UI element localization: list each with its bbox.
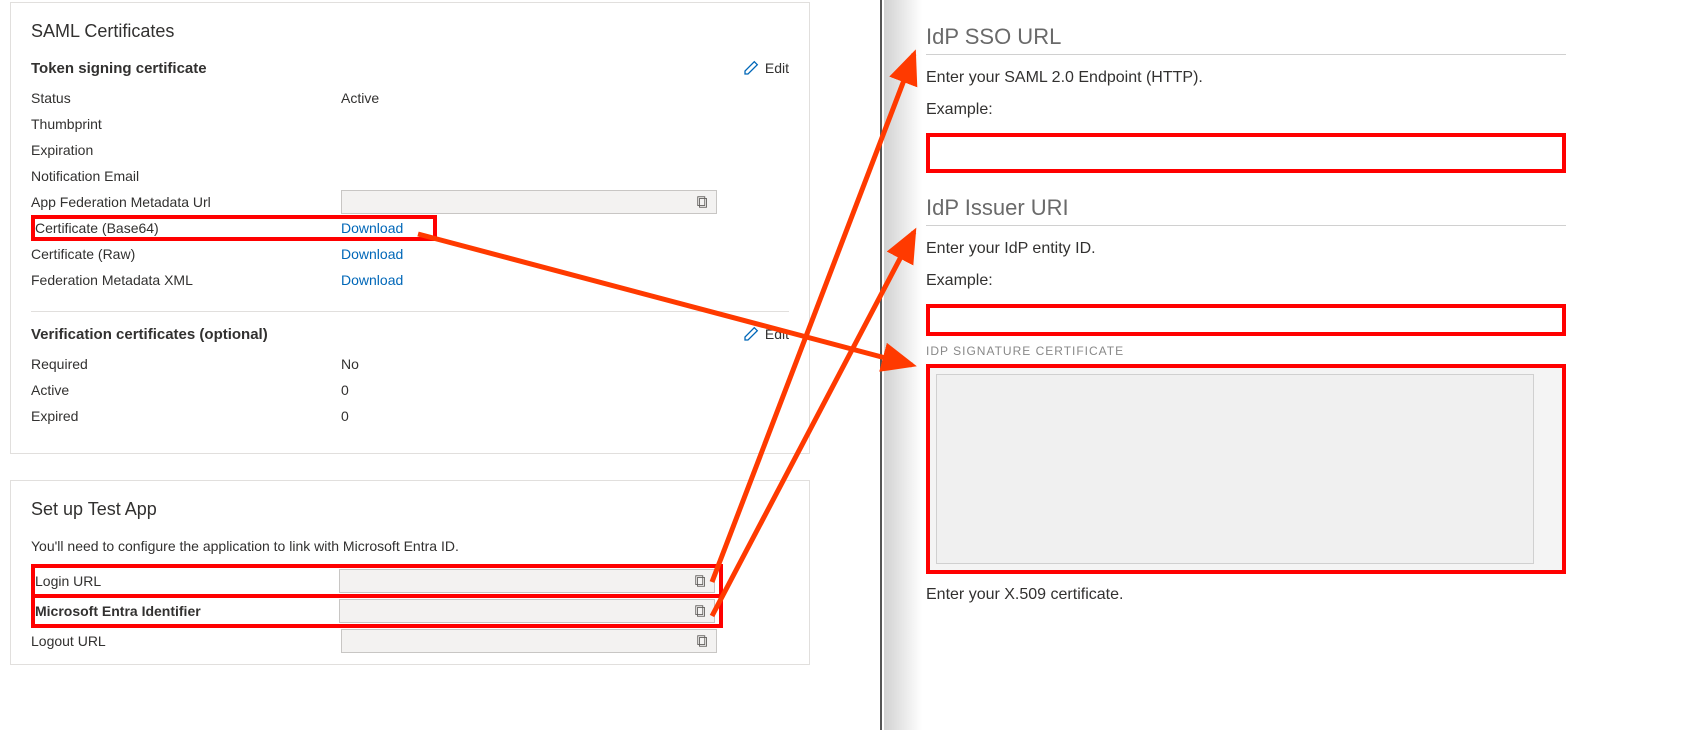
login-url-row: Login URL [31, 564, 723, 598]
cert-raw-label: Certificate (Raw) [31, 246, 341, 262]
active-row: Active 0 [31, 377, 789, 403]
expired-row: Expired 0 [31, 403, 789, 429]
page-shadow [884, 0, 922, 730]
copy-icon [696, 195, 710, 209]
status-label: Status [31, 90, 341, 106]
required-value: No [341, 356, 359, 372]
notification-email-label: Notification Email [31, 168, 341, 184]
required-row: Required No [31, 351, 789, 377]
idp-cert-label: IDP SIGNATURE CERTIFICATE [926, 344, 1566, 358]
login-url-field[interactable] [339, 569, 715, 593]
idp-cert-instruction: Enter your X.509 certificate. [926, 586, 1566, 604]
edit-token-signing-button[interactable]: Edit [743, 60, 789, 76]
copy-icon [696, 634, 710, 648]
cert-raw-row: Certificate (Raw) Download [31, 241, 789, 267]
status-row: Status Active [31, 85, 789, 111]
active-value: 0 [341, 382, 349, 398]
entra-identifier-label: Microsoft Entra Identifier [35, 603, 339, 619]
idp-issuer-input[interactable] [926, 304, 1566, 336]
idp-cert-textarea[interactable] [926, 364, 1566, 574]
saml-card-title: SAML Certificates [31, 21, 789, 42]
idp-issuer-example-label: Example: [926, 272, 1566, 290]
notification-email-row: Notification Email [31, 163, 789, 189]
active-label: Active [31, 382, 341, 398]
cert-b64-download-link[interactable]: Download [341, 220, 403, 236]
expiration-row: Expiration [31, 137, 789, 163]
edit-label: Edit [765, 60, 789, 76]
expired-label: Expired [31, 408, 341, 424]
idp-issuer-heading: IdP Issuer URI [926, 195, 1566, 221]
setup-card-desc: You'll need to configure the application… [31, 538, 789, 554]
idp-issuer-instruction: Enter your IdP entity ID. [926, 240, 1566, 258]
idp-sso-example-label: Example: [926, 101, 1566, 119]
token-signing-head: Token signing certificate Edit [31, 60, 789, 85]
logout-url-field[interactable] [341, 629, 717, 653]
verification-head: Verification certificates (optional) Edi… [31, 326, 789, 351]
logout-url-row: Logout URL [31, 628, 789, 654]
logout-url-label: Logout URL [31, 633, 341, 649]
setup-card-title: Set up Test App [31, 499, 789, 520]
idp-cert-textarea-inner [936, 374, 1534, 564]
idp-sso-heading: IdP SSO URL [926, 24, 1566, 50]
pencil-icon [743, 60, 759, 76]
copy-icon [694, 574, 708, 588]
app-fed-url-label: App Federation Metadata Url [31, 194, 341, 210]
cert-b64-label: Certificate (Base64) [35, 220, 341, 236]
idp-sso-instruction: Enter your SAML 2.0 Endpoint (HTTP). [926, 69, 1566, 87]
saml-certificates-card: SAML Certificates Token signing certific… [10, 2, 810, 454]
idp-sso-input[interactable] [926, 133, 1566, 173]
fed-xml-download-link[interactable]: Download [341, 272, 403, 288]
fed-xml-label: Federation Metadata XML [31, 272, 341, 288]
pencil-icon [743, 326, 759, 342]
entra-identifier-field[interactable] [339, 599, 715, 623]
left-column: SAML Certificates Token signing certific… [10, 2, 810, 691]
setup-app-card: Set up Test App You'll need to configure… [10, 480, 810, 665]
verification-heading: Verification certificates (optional) [31, 326, 268, 343]
app-fed-url-row: App Federation Metadata Url [31, 189, 789, 215]
expired-value: 0 [341, 408, 349, 424]
underline [926, 54, 1566, 55]
right-column: IdP SSO URL Enter your SAML 2.0 Endpoint… [880, 0, 1680, 730]
login-url-label: Login URL [35, 573, 339, 589]
thumbprint-label: Thumbprint [31, 116, 341, 132]
underline [926, 225, 1566, 226]
cert-raw-download-link[interactable]: Download [341, 246, 403, 262]
right-inner: IdP SSO URL Enter your SAML 2.0 Endpoint… [926, 24, 1566, 618]
required-label: Required [31, 356, 341, 372]
cert-b64-row: Certificate (Base64) Download [31, 215, 437, 241]
edit-verification-button[interactable]: Edit [743, 326, 789, 342]
token-signing-heading: Token signing certificate [31, 60, 207, 77]
divider [31, 311, 789, 312]
edit-label: Edit [765, 326, 789, 342]
entra-identifier-row: Microsoft Entra Identifier [31, 594, 723, 628]
fed-xml-row: Federation Metadata XML Download [31, 267, 789, 293]
thumbprint-row: Thumbprint [31, 111, 789, 137]
status-value: Active [341, 90, 379, 106]
app-fed-url-field[interactable] [341, 190, 717, 214]
expiration-label: Expiration [31, 142, 341, 158]
copy-icon [694, 604, 708, 618]
